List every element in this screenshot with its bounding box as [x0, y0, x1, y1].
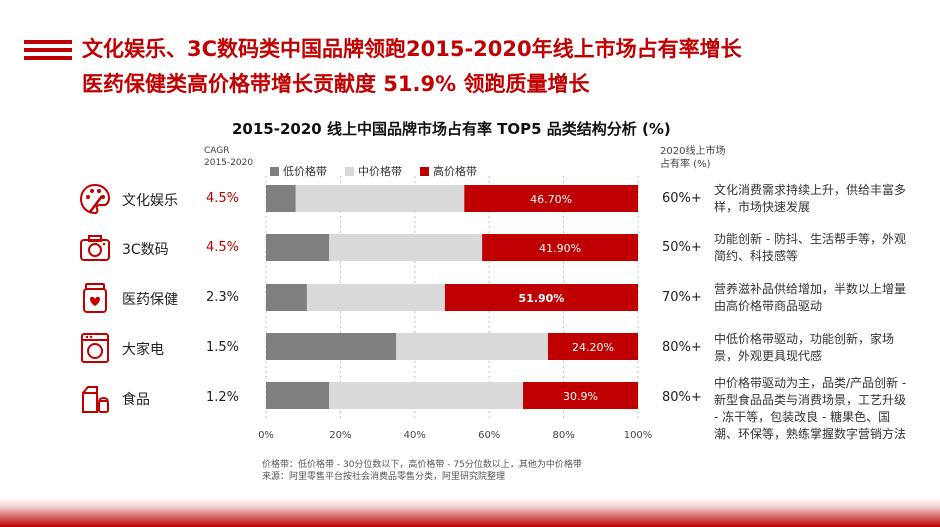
category-name-3c: 3C数码	[122, 242, 169, 258]
desc-appliance: 中低价格带驱动，功能创新，家场景，外观更具现代感	[714, 332, 895, 363]
bar-segment-high	[523, 382, 638, 409]
legend-label-mid: 中价格带	[358, 165, 402, 178]
cagr-value-culture: 4.5%	[206, 191, 240, 206]
share-value-medicine: 70%+	[662, 290, 702, 305]
bar-data-label: 30.9%	[563, 390, 598, 403]
category-name-food: 食品	[122, 392, 150, 408]
bar-segment-mid	[396, 333, 548, 360]
share-value-culture: 60%+	[662, 191, 702, 206]
chart-subtitle: 2015-2020 线上中国品牌市场占有率 TOP5 品类结构分析 (%)	[232, 120, 671, 138]
desc-culture: 文化消费需求持续上升，供给丰富多样，市场快速发展	[714, 183, 907, 214]
category-name-appliance: 大家电	[122, 342, 164, 358]
stacked-bar-chart: 0% 20% 40% 60% 80% 100% 46.70% 41.90% 51.90% 24.2…	[258, 176, 653, 441]
pill-bottle-icon	[83, 283, 107, 313]
food-icon	[82, 386, 109, 413]
bar-segment-low	[266, 333, 397, 360]
x-tick-label: 80%	[552, 430, 574, 441]
desc-food: 中价格带驱动为主，品类/产品创新 - 新型食品品类与消费场景，工艺升级 - 冻干…	[714, 376, 907, 441]
legend-swatch-high	[420, 166, 429, 176]
bar-segment-low	[266, 234, 330, 261]
x-tick-label: 60%	[478, 430, 500, 441]
bar-segment-high	[547, 333, 638, 360]
bar-segment-low	[266, 284, 307, 311]
bar-data-label: 51.90%	[519, 292, 565, 305]
cagr-value-3c: 4.5%	[206, 240, 240, 255]
title-stripes-decoration	[24, 40, 72, 60]
chart-legend: 低价格带 中价格带 高价格带	[270, 163, 477, 179]
category-name-medicine: 医药保健	[122, 292, 178, 308]
bar-segment-high	[482, 234, 638, 261]
bar-segment-mid	[329, 234, 483, 261]
bar-segment-mid	[306, 284, 445, 311]
x-tick-label: 40%	[404, 430, 426, 441]
x-tick-label: 100%	[624, 430, 653, 441]
bar-segment-low	[266, 185, 296, 212]
bottom-decoration-band	[0, 498, 940, 527]
cagr-value-food: 1.2%	[206, 390, 240, 405]
x-tick-label: 20%	[329, 430, 351, 441]
cagr-value-appliance: 1.5%	[206, 340, 240, 355]
share-column-header: 2020线上市场 占有率 (%)	[660, 146, 726, 170]
desc-3c: 功能创新 - 防抖、生活帮手等，外观简约、科技感等	[714, 232, 906, 263]
legend-label-low: 低价格带	[283, 165, 327, 178]
bar-segment-mid	[329, 382, 524, 409]
bar-segment-high	[444, 284, 638, 311]
legend-swatch-low	[270, 166, 279, 176]
page-title-line1: 文化娱乐、3C数码类中国品牌领跑2015-2020年线上市场占有率增长	[82, 37, 742, 61]
bar-segment-mid	[295, 185, 465, 212]
footnote: 价格带：低价格带 - 30分位数以下，高价格带 - 75分位数以上，其他为中价格…	[262, 460, 582, 482]
legend-swatch-mid	[345, 166, 354, 176]
category-name-culture: 文化娱乐	[122, 193, 178, 209]
share-value-3c: 50%+	[662, 240, 702, 255]
cagr-value-medicine: 2.3%	[206, 290, 240, 305]
palette-icon	[79, 183, 111, 215]
washing-machine-icon	[81, 333, 109, 363]
share-value-appliance: 80%+	[662, 340, 702, 355]
desc-medicine: 营养滋补品供给增加，半数以上增量由高价格带商品驱动	[714, 282, 907, 313]
bar-segment-high	[464, 185, 638, 212]
bar-data-label: 24.20%	[572, 341, 614, 354]
page-title-line2: 医药保健类高价格带增长贡献度 51.9% 领跑质量增长	[82, 72, 590, 96]
bar-segment-low	[266, 382, 330, 409]
x-tick-label: 0%	[258, 430, 274, 441]
bar-data-label: 41.90%	[539, 242, 581, 255]
bar-data-label: 46.70%	[530, 193, 572, 206]
legend-label-high: 高价格带	[433, 165, 477, 178]
share-value-food: 80%+	[662, 390, 702, 405]
cagr-column-header: CAGR 2015-2020	[204, 146, 254, 168]
camera-icon	[80, 235, 110, 261]
